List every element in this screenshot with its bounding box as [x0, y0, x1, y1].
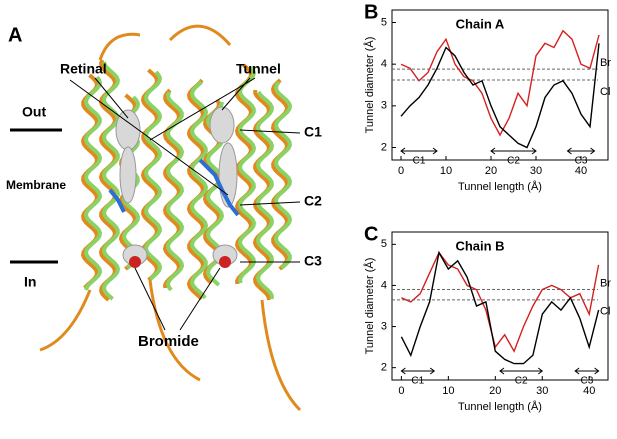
- helix: [83, 75, 103, 291]
- region-label: C1: [413, 156, 426, 167]
- y-tick-label: 5: [381, 16, 387, 28]
- chart-title: Chain B: [455, 238, 504, 253]
- label: C1: [304, 124, 322, 140]
- panel-label: A: [8, 24, 22, 46]
- helix: [98, 59, 118, 302]
- x-axis-label: Tunnel length (Å): [458, 400, 542, 413]
- helix: [237, 65, 257, 284]
- y-axis-label: Tunnel diameter (Å): [363, 37, 376, 134]
- legend-label: Cl: [600, 86, 610, 98]
- label: C2: [304, 193, 322, 209]
- legend-label: Br: [600, 277, 611, 289]
- y-tick-label: 3: [381, 100, 387, 112]
- label: Bromide: [138, 333, 199, 350]
- y-tick-label: 2: [381, 362, 387, 374]
- series-line: [400, 29, 600, 137]
- x-tick-label: 10: [440, 165, 452, 177]
- helix: [273, 80, 293, 270]
- y-tick-label: 5: [381, 238, 387, 250]
- x-tick-label: 0: [398, 165, 404, 177]
- label: C3: [304, 253, 322, 269]
- arrow-head: [400, 367, 436, 375]
- leader-lines: [69, 77, 301, 331]
- tunnel-surface: [209, 106, 235, 144]
- series-line: [401, 251, 600, 353]
- label: In: [24, 274, 36, 290]
- arrow-head: [400, 147, 438, 155]
- x-tick-label: 40: [583, 385, 595, 397]
- retinal: [108, 188, 126, 213]
- retinal: [198, 158, 240, 217]
- arrow-head: [566, 147, 596, 155]
- y-tick-label: 2: [381, 141, 387, 153]
- plot-frame: [391, 9, 609, 161]
- helix: [143, 70, 163, 281]
- region-label: C3: [580, 376, 593, 387]
- x-tick-label: 10: [442, 385, 454, 397]
- panel-label: B: [364, 1, 378, 23]
- y-axis-label: Tunnel diameter (Å): [363, 258, 376, 355]
- label: Tunnel: [236, 61, 281, 77]
- loop: [39, 24, 302, 412]
- helix: [165, 91, 185, 292]
- region-label: C1: [411, 376, 424, 387]
- helix: [234, 63, 254, 285]
- series-line: [400, 43, 600, 149]
- label: Out: [22, 104, 46, 120]
- protein-structure: [39, 24, 302, 412]
- arrow-head: [499, 367, 544, 375]
- panel-label: C: [364, 223, 378, 245]
- chart-title: Chain A: [456, 16, 505, 31]
- label: Membrane: [6, 178, 66, 192]
- tunnel-surface: [119, 146, 137, 204]
- series-line: [400, 250, 600, 365]
- helix: [255, 90, 275, 300]
- region-label: C3: [575, 156, 588, 167]
- x-tick-label: 30: [536, 385, 548, 397]
- y-tick-label: 4: [381, 58, 387, 70]
- arrow-head: [490, 147, 537, 155]
- y-tick-label: 3: [381, 320, 387, 332]
- region-label: C2: [515, 376, 528, 387]
- plot-frame: [391, 231, 609, 381]
- x-tick-label: 40: [575, 165, 587, 177]
- bromide-ion: [219, 256, 231, 268]
- y-tick-label: 4: [381, 279, 387, 291]
- helix: [189, 80, 209, 300]
- x-tick-label: 20: [489, 385, 501, 397]
- region-label: C2: [507, 156, 520, 167]
- legend-label: Br: [600, 57, 611, 69]
- x-tick-label: 0: [398, 385, 404, 397]
- helix: [101, 61, 121, 301]
- bromide-ion: [129, 256, 141, 268]
- arrow-head: [574, 367, 600, 375]
- helix: [80, 73, 100, 290]
- x-axis-label: Tunnel length (Å): [458, 180, 542, 193]
- legend-label: Cl: [600, 306, 610, 318]
- label: Retinal: [60, 61, 107, 77]
- x-tick-label: 20: [485, 165, 497, 177]
- x-tick-label: 30: [530, 165, 542, 177]
